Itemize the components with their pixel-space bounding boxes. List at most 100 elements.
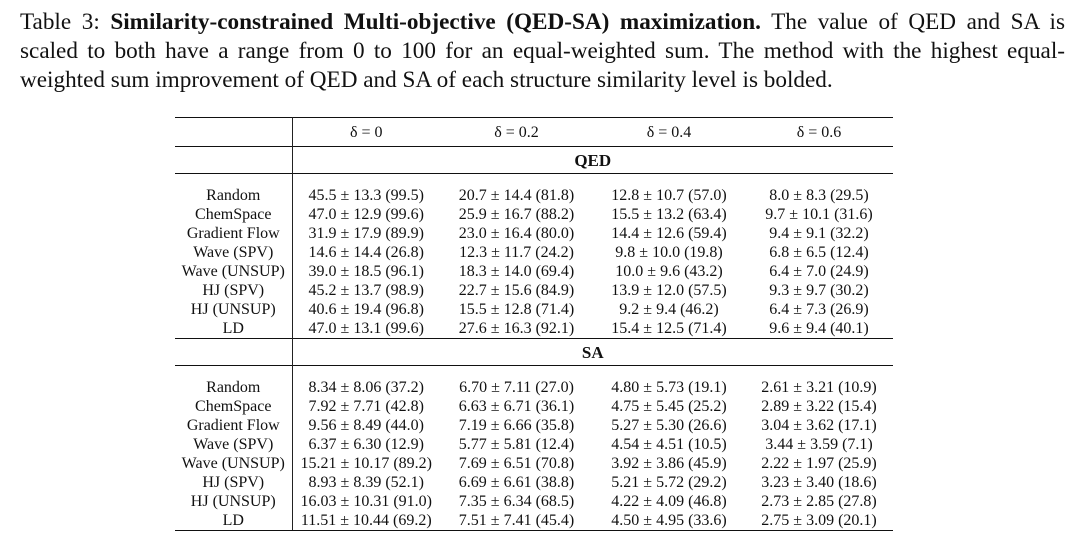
- rule-cell: [745, 173, 893, 186]
- table-caption: Table 3: Similarity-constrained Multi-ob…: [20, 8, 1065, 95]
- method-label: Random: [175, 186, 293, 205]
- best-value-cell: 9.7 ± 10.1 (31.6): [765, 206, 873, 223]
- value-cell: 9.2 ± 9.4 (46.2): [619, 301, 719, 318]
- value-cell: 3.44 ± 3.59 (7.1): [765, 436, 873, 453]
- section-header-blank: [175, 146, 293, 174]
- value-cell: 23.0 ± 16.4 (80.0): [458, 225, 575, 242]
- value-cell: 12.3 ± 11.7 (24.2): [459, 244, 574, 261]
- value-cell: 5.77 ± 5.81 (12.4): [458, 436, 575, 453]
- value-cell: 45.5 ± 13.3 (99.5): [308, 187, 424, 204]
- value-cell: 16.03 ± 10.31 (91.0): [300, 493, 432, 510]
- table-row: HJ (SPV) 8.93 ± 8.39 (52.1) 6.69 ± 6.61 (3…: [175, 473, 893, 492]
- value-cell: 8.34 ± 8.06 (37.2): [308, 379, 424, 396]
- method-label: Gradient Flow: [175, 224, 293, 243]
- best-value-cell: 27.6 ± 16.3 (92.1): [458, 320, 575, 337]
- table-row: Wave (UNSUP) 39.0 ± 18.5 (96.1) 18.3 ± 14.…: [175, 262, 893, 281]
- section-rule: [175, 173, 893, 186]
- value-cell: 18.3 ± 14.0 (69.4): [458, 263, 575, 280]
- value-cell: 6.70 ± 7.11 (27.0): [459, 379, 574, 396]
- method-label: Wave (SPV): [175, 243, 293, 262]
- value-cell: 6.37 ± 6.30 (12.9): [308, 436, 424, 453]
- value-cell: 6.4 ± 7.0 (24.9): [769, 263, 869, 280]
- method-label: HJ (SPV): [175, 473, 293, 492]
- value-cell: 25.9 ± 16.7 (88.2): [458, 206, 575, 223]
- table-row: HJ (UNSUP) 16.03 ± 10.31 (91.0) 7.35 ± 6.3…: [175, 492, 893, 511]
- value-cell: 7.19 ± 6.66 (35.8): [458, 417, 575, 434]
- value-cell: 8.0 ± 8.3 (29.5): [769, 187, 869, 204]
- value-cell: 2.61 ± 3.21 (10.9): [761, 379, 877, 396]
- value-cell: 8.93 ± 8.39 (52.1): [308, 474, 424, 491]
- value-cell: 6.4 ± 7.3 (26.9): [769, 301, 869, 318]
- column-header: δ = 0: [292, 117, 440, 147]
- table-row: Wave (SPV) 6.37 ± 6.30 (12.9) 5.77 ± 5.81 …: [175, 435, 893, 454]
- rule-cell: [440, 173, 593, 186]
- table-row: Random 45.5 ± 13.3 (99.5) 20.7 ± 14.4 (81.…: [175, 186, 893, 205]
- value-cell: 40.6 ± 19.4 (96.8): [308, 301, 424, 318]
- value-cell: 9.56 ± 8.49 (44.0): [308, 417, 424, 434]
- section-rule: [175, 365, 893, 378]
- caption-label: Table 3:: [20, 9, 100, 35]
- section-header-row: QED: [175, 146, 893, 174]
- value-cell: 14.4 ± 12.6 (59.4): [611, 225, 727, 242]
- method-label: HJ (UNSUP): [175, 300, 293, 319]
- value-cell: 5.27 ± 5.30 (26.6): [611, 417, 727, 434]
- value-cell: 22.7 ± 15.6 (84.9): [458, 282, 575, 299]
- value-cell: 15.4 ± 12.5 (71.4): [611, 320, 727, 337]
- table-row: Wave (UNSUP) 15.21 ± 10.17 (89.2) 7.69 ± 6…: [175, 454, 893, 473]
- table-row: Gradient Flow 31.9 ± 17.9 (89.9) 23.0 ± 16…: [175, 224, 893, 243]
- rule-cell: [745, 365, 893, 378]
- value-cell: 4.80 ± 5.73 (19.1): [611, 379, 727, 396]
- value-cell: 3.23 ± 3.40 (18.6): [761, 474, 877, 491]
- value-cell: 9.4 ± 9.1 (32.2): [769, 225, 869, 242]
- best-value-cell: 11.51 ± 10.44 (69.2): [292, 511, 440, 531]
- best-value-cell: 4.75 ± 5.45 (25.2): [611, 398, 727, 415]
- value-cell: 9.3 ± 9.7 (30.2): [769, 282, 869, 299]
- table-row: LD 11.51 ± 10.44 (69.2) 7.51 ± 7.41 (45.4)…: [175, 511, 893, 531]
- rule-cell: [175, 365, 293, 378]
- method-label: LD: [175, 319, 293, 339]
- value-cell: 20.7 ± 14.4 (81.8): [458, 187, 575, 204]
- table-row: HJ (SPV) 45.2 ± 13.7 (98.9) 22.7 ± 15.6 (8…: [175, 281, 893, 300]
- table-row: HJ (UNSUP) 40.6 ± 19.4 (96.8) 15.5 ± 12.8 …: [175, 300, 893, 319]
- header-corner: [175, 117, 293, 147]
- section-header-blank: [175, 338, 293, 366]
- value-cell: 6.8 ± 6.5 (12.4): [769, 244, 869, 261]
- value-cell: 3.04 ± 3.62 (17.1): [761, 417, 877, 434]
- method-label: HJ (UNSUP): [175, 492, 293, 511]
- rule-cell: [593, 173, 745, 186]
- value-cell: 7.35 ± 6.34 (68.5): [458, 493, 575, 510]
- best-value-cell: 47.0 ± 13.1 (99.6): [308, 320, 424, 337]
- value-cell: 6.63 ± 6.71 (36.1): [458, 398, 575, 415]
- best-value-cell: 7.51 ± 7.41 (45.4): [440, 511, 593, 531]
- value-cell: 2.22 ± 1.97 (25.9): [761, 455, 877, 472]
- method-label: Gradient Flow: [175, 416, 293, 435]
- method-label: ChemSpace: [175, 205, 293, 224]
- section-title: QED: [292, 146, 893, 174]
- value-cell: 2.75 ± 3.09 (20.1): [745, 511, 893, 531]
- method-label: Random: [175, 378, 293, 397]
- value-cell: 47.0 ± 12.9 (99.6): [308, 206, 424, 223]
- value-cell: 45.2 ± 13.7 (98.9): [308, 282, 424, 299]
- value-cell: 13.9 ± 12.0 (57.5): [611, 282, 727, 299]
- best-value-cell: 15.5 ± 13.2 (63.4): [611, 206, 727, 223]
- table-row: Random 8.34 ± 8.06 (37.2) 6.70 ± 7.11 (27.…: [175, 378, 893, 397]
- table-row: LD 47.0 ± 13.1 (99.6) 27.6 ± 16.3 (92.1) 15…: [175, 319, 893, 339]
- section-header-row: SA: [175, 338, 893, 366]
- value-cell: 14.6 ± 14.4 (26.8): [308, 244, 424, 261]
- method-label: Wave (UNSUP): [175, 454, 293, 473]
- column-header: δ = 0.4: [593, 117, 745, 147]
- table-row: Wave (SPV) 14.6 ± 14.4 (26.8) 12.3 ± 11.7 …: [175, 243, 893, 262]
- value-cell: 4.22 ± 4.09 (46.8): [611, 493, 727, 510]
- section-title: SA: [292, 338, 893, 366]
- table-row: Gradient Flow 9.56 ± 8.49 (44.0) 7.19 ± 6.…: [175, 416, 893, 435]
- value-cell: 10.0 ± 9.6 (43.2): [615, 263, 723, 280]
- value-cell: 6.69 ± 6.61 (38.8): [458, 474, 575, 491]
- value-cell: 15.5 ± 12.8 (71.4): [458, 301, 575, 318]
- value-cell: 5.21 ± 5.72 (29.2): [611, 474, 727, 491]
- best-value-cell: 2.89 ± 3.22 (15.4): [761, 398, 877, 415]
- value-cell: 7.92 ± 7.71 (42.8): [308, 398, 424, 415]
- rule-cell: [292, 173, 440, 186]
